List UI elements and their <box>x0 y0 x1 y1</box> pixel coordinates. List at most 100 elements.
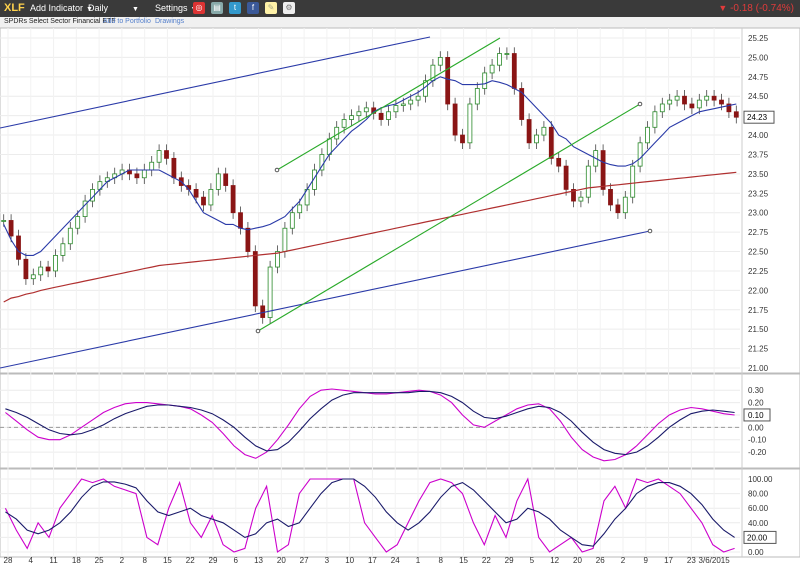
note-icon[interactable]: ✎ <box>265 2 277 14</box>
candle-body <box>171 157 177 179</box>
candle-body <box>260 305 266 318</box>
twitter-icon[interactable]: t <box>229 2 241 14</box>
candle-body <box>67 227 73 245</box>
x-tick-label: 22 <box>482 556 491 565</box>
period-menu[interactable]: Daily ▼ <box>88 3 139 13</box>
x-tick-label: 20 <box>277 556 286 565</box>
x-tick-label: 23 <box>687 556 696 565</box>
last-price-box <box>743 110 775 124</box>
candle-body <box>82 200 88 217</box>
legend-price-history[interactable]: Price History <box>2 29 48 38</box>
candle-body <box>16 235 21 260</box>
candle-body <box>193 189 199 198</box>
y-tick-label: 0.20 <box>748 399 764 408</box>
security-name: SPDRs Select Sector Financial ETF <box>4 18 116 25</box>
settings-icon[interactable]: ⚙ <box>283 2 295 14</box>
price-change: ▼ -0.18 (-0.74%) <box>718 3 794 14</box>
candle-body <box>534 134 539 144</box>
stoch-last-label: 20.00 <box>747 533 768 542</box>
y-tick-label: 40.00 <box>748 519 769 528</box>
chevron-down-icon: ▼ <box>208 32 216 38</box>
add-portfolio-link[interactable]: Add to Portfolio <box>103 18 151 25</box>
legend-ma200[interactable]: Moving Average 200 <box>135 29 209 38</box>
y-tick-label: 24.25 <box>748 112 769 121</box>
trendline-handle <box>255 328 261 334</box>
candle-body <box>312 169 317 190</box>
candle-body <box>645 126 650 144</box>
candle-body <box>622 196 628 214</box>
y-tick-label: -0.10 <box>748 436 767 445</box>
candle-body <box>326 138 332 155</box>
candle-body <box>238 212 243 229</box>
y-tick-label: 80.00 <box>748 490 769 499</box>
price-panel-frame <box>0 27 800 374</box>
candle-body <box>726 103 732 113</box>
y-tick-label: 22.00 <box>748 286 769 295</box>
candle-body <box>423 80 428 97</box>
x-tick-label: 20 <box>573 556 582 565</box>
candle-body <box>289 212 295 229</box>
candle-body <box>526 119 532 144</box>
x-tick-label: 29 <box>209 556 218 565</box>
subtitle-bar: SPDRs Select Sector Financial ETF Add to… <box>0 17 800 28</box>
legend-macd[interactable]: MACD 12 26 <box>15 376 62 385</box>
x-tick-label: 28 <box>4 556 13 565</box>
refresh-icon[interactable]: ◎ <box>193 2 205 14</box>
candle-body <box>223 173 229 186</box>
candle-body <box>134 173 140 179</box>
macd-panel-frame <box>0 373 800 469</box>
candle-body <box>460 134 465 144</box>
candle-body <box>482 72 488 89</box>
chevron-down-icon: ▼ <box>86 6 93 13</box>
candle-body <box>319 154 325 171</box>
legend-ema9[interactable]: Exp Moving Average 9 <box>70 376 151 385</box>
candle-body <box>578 196 584 202</box>
print-icon[interactable]: ▤ <box>211 2 223 14</box>
candle-body <box>363 107 369 113</box>
trendline-handle <box>637 101 643 107</box>
facebook-icon[interactable]: f <box>247 2 259 14</box>
candle-body <box>97 181 103 190</box>
settings-label: Settings <box>155 3 188 13</box>
candle-body <box>341 119 347 128</box>
legend-stoch-rsi[interactable]: Stochastics RSI 14 <box>15 471 83 480</box>
close-icon[interactable]: × <box>2 471 13 482</box>
candle-body <box>38 266 44 276</box>
x-tick-label: 5 <box>530 556 535 565</box>
y-tick-label: 21.75 <box>748 306 769 315</box>
settings-menu[interactable]: Settings▼ <box>155 3 197 13</box>
macd-line <box>5 388 735 462</box>
y-tick-label: 23.75 <box>748 150 769 159</box>
macd-panel-legend: × MACD 12 26 ▼ Exp Moving Average 9 ▼ <box>2 375 158 387</box>
candle-body <box>356 111 362 117</box>
candle-body <box>90 189 95 202</box>
candle-body <box>733 111 739 118</box>
candle-body <box>1 220 7 222</box>
close-icon[interactable]: × <box>2 376 13 387</box>
legend-ma20[interactable]: Moving Average 20 <box>57 29 126 38</box>
macd-last-label: 0.10 <box>748 411 764 420</box>
y-tick-label: 22.50 <box>748 248 769 257</box>
candle-body <box>571 189 576 202</box>
candle-body <box>689 103 695 109</box>
candle-body <box>511 53 517 89</box>
y-tick-label: 25.00 <box>748 53 769 62</box>
x-tick-label: 22 <box>186 556 195 565</box>
down-arrow-icon: ▼ <box>718 3 728 13</box>
candle-body <box>400 103 406 106</box>
x-tick-label: 15 <box>163 556 172 565</box>
y-tick-label: 24.75 <box>748 73 769 82</box>
x-tick-label: 4 <box>29 556 34 565</box>
candle-body <box>467 103 473 144</box>
candle-body <box>541 126 547 136</box>
candle-body <box>711 95 717 101</box>
drawings-link[interactable]: Drawings <box>155 18 185 25</box>
last-price-label: 24.23 <box>747 113 768 122</box>
legend-ma5[interactable]: Moving Average 5 <box>92 471 157 480</box>
macd-signal-line <box>5 390 735 456</box>
candle-body <box>30 274 36 280</box>
add-indicator-menu[interactable]: Add Indicator ▼ <box>30 3 93 13</box>
chevron-down-icon: ▼ <box>156 474 165 480</box>
trendline-handle <box>274 167 280 173</box>
x-tick-label: 6 <box>234 556 239 565</box>
